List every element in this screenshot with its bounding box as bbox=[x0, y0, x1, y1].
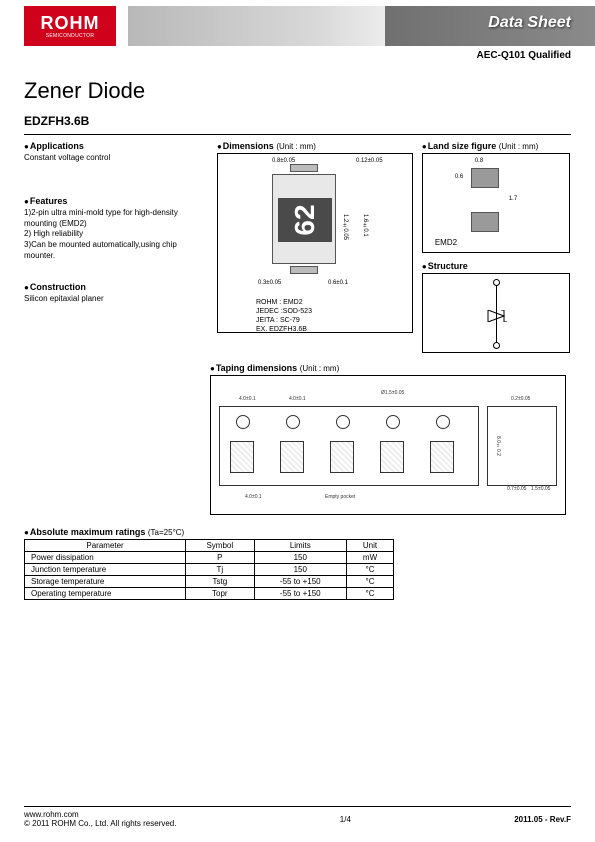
features-title: Features bbox=[24, 196, 209, 206]
footer-rev: 2011.05 - Rev.F bbox=[514, 815, 571, 824]
feature-item: 2) High reliability bbox=[24, 229, 209, 240]
upper-row: Applications Constant voltage control Fe… bbox=[24, 141, 571, 353]
table-row: Operating temperature Topr -55 to +150 °… bbox=[25, 588, 394, 600]
structure-title: Structure bbox=[422, 261, 571, 271]
divider bbox=[24, 134, 571, 135]
struct-terminal bbox=[493, 342, 500, 349]
dim-marking: 62 bbox=[278, 198, 332, 242]
dim-label: 1.6±0.1 bbox=[362, 214, 368, 237]
col-dimensions: Dimensions (Unit : mm) 62 0.8±0.05 0.12±… bbox=[217, 141, 414, 353]
dim-label: 0.3±0.05 bbox=[258, 280, 281, 286]
col-symbol: Symbol bbox=[186, 540, 254, 552]
applications-body: Constant voltage control bbox=[24, 153, 209, 164]
taping-title: Taping dimensions (Unit : mm) bbox=[210, 363, 571, 373]
struct-terminal bbox=[493, 279, 500, 286]
tape-hole bbox=[286, 415, 300, 429]
ratings-table: Parameter Symbol Limits Unit Power dissi… bbox=[24, 539, 394, 600]
ratings-title: Absolute maximum ratings (Ta=25°C) bbox=[24, 527, 571, 537]
footer: www.rohm.com © 2011 ROHM Co., Ltd. All r… bbox=[24, 806, 571, 828]
construction-body: Silicon epitaxial planer bbox=[24, 294, 209, 305]
col-unit: Unit bbox=[347, 540, 394, 552]
table-row: Junction temperature Tj 150 °C bbox=[25, 564, 394, 576]
dim-label: 0.8±0.05 bbox=[272, 158, 295, 164]
feature-item: 3)Can be mounted automatically,using chi… bbox=[24, 240, 209, 262]
logo-subtext: SEMICONDUCTOR bbox=[46, 33, 95, 39]
page-title: Zener Diode bbox=[24, 78, 571, 104]
qualification-label: AEC-Q101 Qualified bbox=[477, 50, 571, 61]
header: ROHM SEMICONDUCTOR Data Sheet bbox=[0, 0, 595, 54]
feature-item: 1)2-pin ultra mini-mold type for high-de… bbox=[24, 208, 209, 230]
table-header-row: Parameter Symbol Limits Unit bbox=[25, 540, 394, 552]
structure-figure bbox=[422, 273, 570, 353]
dim-lead bbox=[290, 164, 318, 172]
dim-label: 1.2±0.05 bbox=[342, 214, 348, 240]
features-body: 1)2-pin ultra mini-mold type for high-de… bbox=[24, 208, 209, 262]
table-row: Power dissipation P 150 mW bbox=[25, 552, 394, 564]
taping-section: Taping dimensions (Unit : mm) 4.0±0.1 4.… bbox=[210, 363, 571, 515]
dimensions-title: Dimensions (Unit : mm) bbox=[217, 141, 414, 151]
tape-hole bbox=[436, 415, 450, 429]
tape-pocket bbox=[280, 441, 304, 473]
col-limits: Limits bbox=[254, 540, 347, 552]
tape-hole bbox=[386, 415, 400, 429]
tape-pocket bbox=[330, 441, 354, 473]
tape-pocket bbox=[430, 441, 454, 473]
land-label: 0.8 bbox=[475, 158, 483, 164]
col-text: Applications Constant voltage control Fe… bbox=[24, 141, 209, 353]
tape-hole bbox=[236, 415, 250, 429]
applications-title: Applications bbox=[24, 141, 209, 151]
col-right: Land size figure (Unit : mm) 0.8 0.6 1.7… bbox=[422, 141, 571, 353]
dim-lead bbox=[290, 266, 318, 274]
data-sheet-label: Data Sheet bbox=[488, 14, 571, 32]
table-row: Storage temperature Tstg -55 to +150 °C bbox=[25, 576, 394, 588]
footer-row: www.rohm.com © 2011 ROHM Co., Ltd. All r… bbox=[24, 810, 571, 828]
pkg-info: ROHM : EMD2 JEDEC :SOD-523 JEITA : SC-79… bbox=[256, 298, 312, 334]
footer-divider bbox=[24, 806, 571, 807]
main-content: Zener Diode EDZFH3.6B Applications Const… bbox=[24, 78, 571, 600]
taping-figure: 4.0±0.1 4.0±0.1 Ø1.5±0.05 Empty pocket 4… bbox=[210, 375, 566, 515]
zener-symbol-icon bbox=[484, 310, 508, 322]
col-parameter: Parameter bbox=[25, 540, 186, 552]
tape-pocket bbox=[380, 441, 404, 473]
land-label: 1.7 bbox=[509, 196, 517, 202]
dim-label: 0.6±0.1 bbox=[328, 280, 348, 286]
logo: ROHM SEMICONDUCTOR bbox=[24, 6, 116, 46]
land-pad bbox=[471, 168, 499, 188]
construction-title: Construction bbox=[24, 282, 209, 292]
footer-left: www.rohm.com © 2011 ROHM Co., Ltd. All r… bbox=[24, 810, 176, 828]
tape-strip bbox=[219, 406, 479, 486]
land-figure: 0.8 0.6 1.7 EMD2 bbox=[422, 153, 570, 253]
footer-url: www.rohm.com bbox=[24, 810, 176, 819]
dim-body: 62 bbox=[272, 174, 336, 264]
logo-text: ROHM bbox=[41, 14, 100, 32]
land-pad bbox=[471, 212, 499, 232]
land-pkg: EMD2 bbox=[435, 238, 457, 247]
land-title: Land size figure (Unit : mm) bbox=[422, 141, 571, 151]
footer-page: 1/4 bbox=[340, 815, 351, 824]
dim-label: 0.12±0.05 bbox=[356, 158, 383, 164]
part-number: EDZFH3.6B bbox=[24, 114, 571, 128]
tape-pocket bbox=[230, 441, 254, 473]
land-label: 0.6 bbox=[455, 174, 463, 180]
tape-hole bbox=[336, 415, 350, 429]
dimensions-figure: 62 0.8±0.05 0.12±0.05 1.2±0.05 1.6±0.1 0… bbox=[217, 153, 413, 333]
footer-copyright: © 2011 ROHM Co., Ltd. All rights reserve… bbox=[24, 819, 176, 828]
